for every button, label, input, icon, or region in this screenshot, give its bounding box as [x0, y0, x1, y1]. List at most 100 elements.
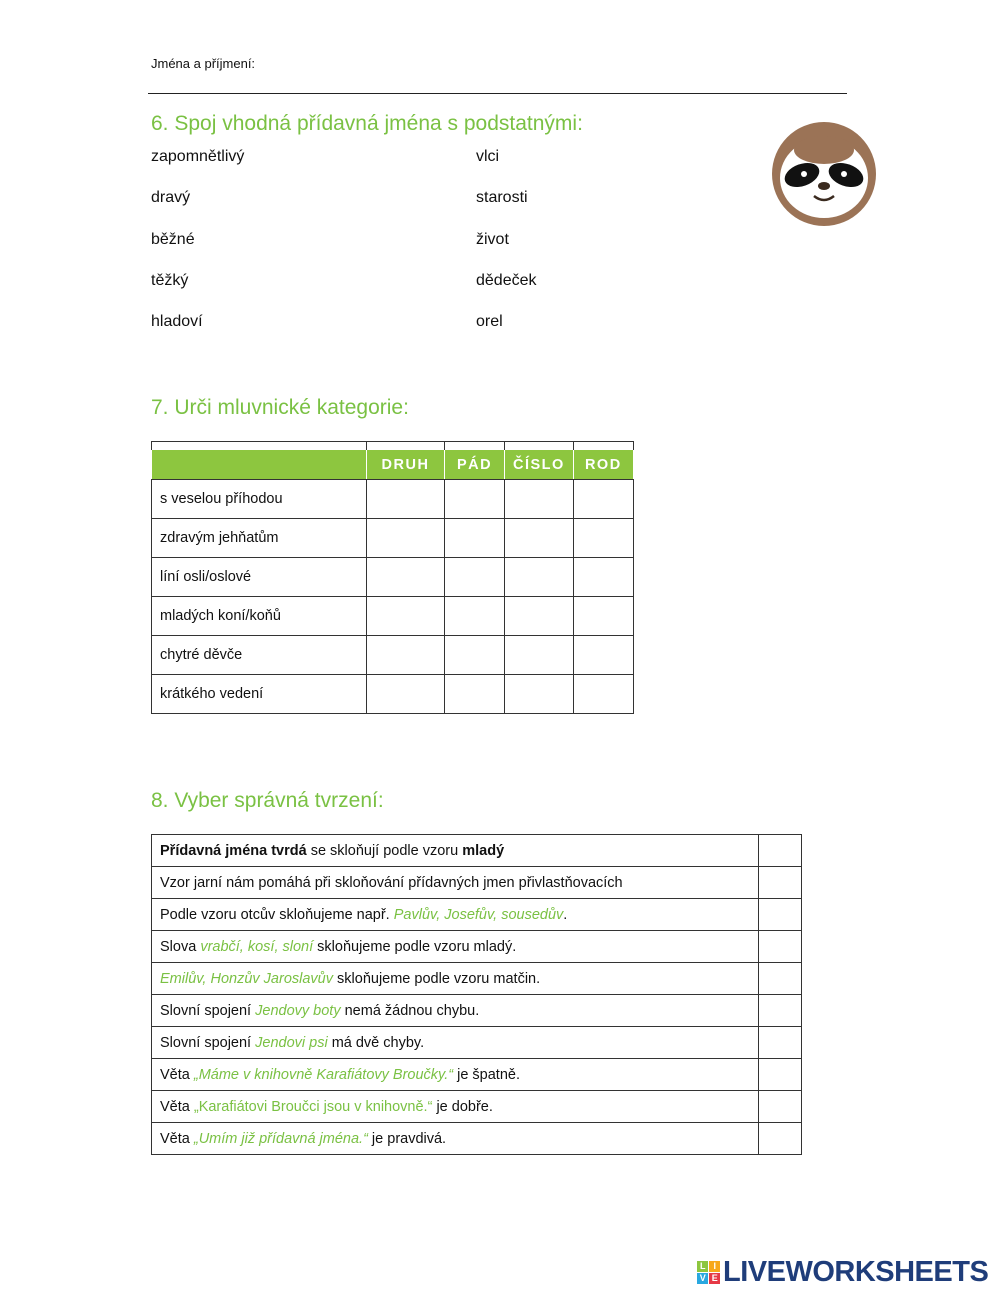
header-blank: [151, 450, 367, 480]
table-row: Věta „Máme v knihovně Karafiátovy Broučk…: [151, 1058, 802, 1091]
match-word-left[interactable]: běžné: [151, 230, 195, 248]
answer-cell[interactable]: [504, 479, 574, 519]
statements-table: Přídavná jména tvrdá se skloňují podle v…: [151, 834, 802, 1155]
statement-text: Slova: [160, 938, 201, 955]
table-row: Slova vrabčí, kosí, sloní skloňujeme pod…: [151, 930, 802, 963]
statement-text: „Máme v knihovně Karafiátovy Broučky.“: [193, 1066, 454, 1083]
phrase-cell: zdravým jehňatům: [151, 518, 367, 558]
table-row: Věta „Karafiátovi Broučci jsou v knihovn…: [151, 1090, 802, 1123]
table-row: mladých koní/koňů: [151, 596, 634, 636]
answer-cell[interactable]: [758, 898, 802, 931]
statement-text: Věta: [160, 1098, 194, 1115]
answer-cell[interactable]: [758, 1122, 802, 1155]
match-word-right[interactable]: vlci: [476, 148, 500, 165]
table-row: Věta „Umím již přídavná jména.“ je pravd…: [151, 1122, 802, 1155]
statement-text: se skloňují podle vzoru: [306, 842, 463, 859]
statement-text: nemá žádnou chybu.: [340, 1002, 480, 1019]
answer-cell[interactable]: [366, 596, 445, 636]
answer-cell[interactable]: [572, 518, 634, 558]
answer-cell[interactable]: [572, 635, 634, 675]
match-word-left[interactable]: hladoví: [151, 313, 203, 331]
statement-text: Jendovi psi: [255, 1034, 328, 1051]
column-header: DRUH: [366, 450, 445, 480]
statement-text: mladý: [462, 842, 505, 859]
table-row: zdravým jehňatům: [151, 518, 634, 558]
answer-cell[interactable]: [504, 596, 574, 636]
statement-text: Pavlův, Josefův, sousedův: [393, 906, 564, 923]
statement-text: je pravdivá.: [367, 1130, 447, 1147]
match-word-left[interactable]: dravý: [151, 189, 191, 207]
match-word-left[interactable]: zapomnětlivý: [151, 148, 245, 165]
answer-cell[interactable]: [758, 962, 802, 995]
answer-cell[interactable]: [504, 674, 574, 714]
answer-cell[interactable]: [504, 518, 574, 558]
statement-text: „Umím již přídavná jména.“: [193, 1130, 368, 1147]
phrase-cell: chytré děvče: [151, 635, 367, 675]
statement-text: Jendovy boty: [255, 1002, 341, 1019]
statement-text: Přídavná jména tvrdá: [160, 842, 307, 859]
statement-text: .: [563, 906, 568, 923]
answer-cell[interactable]: [572, 557, 634, 597]
match-word-right[interactable]: život: [476, 230, 509, 248]
statement-text: skloňujeme podle vzoru matčin.: [333, 970, 541, 987]
answer-cell[interactable]: [444, 635, 505, 675]
answer-cell[interactable]: [758, 1090, 802, 1123]
answer-cell[interactable]: [504, 557, 574, 597]
answer-cell[interactable]: [758, 834, 802, 867]
statement-cell: Slovní spojení Jendovi psi má dvě chyby.: [151, 1026, 759, 1059]
statement-text: vrabčí, kosí, sloní: [200, 938, 314, 955]
match-word-right[interactable]: starosti: [476, 189, 528, 207]
table-row: Slovní spojení Jendovy boty nemá žádnou …: [151, 994, 802, 1027]
answer-cell[interactable]: [572, 479, 634, 519]
table-row: Slovní spojení Jendovi psi má dvě chyby.: [151, 1026, 802, 1059]
statement-cell: Podle vzoru otcův skloňujeme např. Pavlů…: [151, 898, 759, 931]
phrase-cell: mladých koní/koňů: [151, 596, 367, 636]
statement-text: Podle vzoru otcův skloňujeme např.: [160, 906, 394, 923]
answer-cell[interactable]: [366, 557, 445, 597]
table-row: Emilův, Honzův Jaroslavův skloňujeme pod…: [151, 962, 802, 995]
answer-cell[interactable]: [366, 518, 445, 558]
table-row: Přídavná jména tvrdá se skloňují podle v…: [151, 834, 802, 867]
section8-title: 8. Vyber správná tvrzení:: [151, 789, 384, 812]
answer-cell[interactable]: [758, 994, 802, 1027]
answer-cell[interactable]: [758, 1058, 802, 1091]
match-word-left[interactable]: těžký: [151, 271, 189, 289]
answer-cell[interactable]: [366, 479, 445, 519]
statement-text: je špatně.: [453, 1066, 520, 1083]
answer-cell[interactable]: [444, 479, 505, 519]
section6-title: 6. Spoj vhodná přídavná jména s podstatn…: [151, 112, 583, 135]
table-row: chytré děvče: [151, 635, 634, 675]
statement-cell: Věta „Umím již přídavná jména.“ je pravd…: [151, 1122, 759, 1155]
statement-cell: Vzor jarní nám pomáhá při skloňování pří…: [151, 866, 759, 899]
answer-cell[interactable]: [504, 635, 574, 675]
section7-title: 7. Urči mluvnické kategorie:: [151, 396, 409, 419]
answer-cell[interactable]: [572, 674, 634, 714]
grammar-table: DRUH PÁD ČÍSLO ROD s veselou příhodou zdravý…: [151, 441, 634, 714]
answer-cell[interactable]: [444, 596, 505, 636]
table-row: s veselou příhodou: [151, 479, 634, 519]
answer-cell[interactable]: [366, 674, 445, 714]
answer-cell[interactable]: [444, 557, 505, 597]
match-word-right[interactable]: orel: [476, 313, 503, 331]
answer-cell[interactable]: [366, 635, 445, 675]
answer-cell[interactable]: [758, 1026, 802, 1059]
answer-cell[interactable]: [758, 930, 802, 963]
statement-text: Vzor jarní nám pomáhá při skloňování pří…: [160, 874, 623, 891]
statement-text: je dobře.: [432, 1098, 493, 1115]
column-header: ROD: [572, 450, 634, 480]
statement-cell: Emilův, Honzův Jaroslavův skloňujeme pod…: [151, 962, 759, 995]
statement-cell: Věta „Karafiátovi Broučci jsou v knihovn…: [151, 1090, 759, 1123]
statement-text: Věta: [160, 1130, 194, 1147]
answer-cell[interactable]: [758, 866, 802, 899]
column-header: PÁD: [444, 450, 505, 480]
table-row: Podle vzoru otcův skloňujeme např. Pavlů…: [151, 898, 802, 931]
answer-cell[interactable]: [444, 518, 505, 558]
answer-cell[interactable]: [572, 596, 634, 636]
statement-text: „Karafiátovi Broučci jsou v knihovně.“: [193, 1098, 433, 1115]
statement-text: Věta: [160, 1066, 194, 1083]
column-header: ČÍSLO: [504, 450, 574, 480]
name-line[interactable]: [148, 93, 847, 94]
answer-cell[interactable]: [444, 674, 505, 714]
match-word-right[interactable]: dědeček: [476, 271, 537, 289]
